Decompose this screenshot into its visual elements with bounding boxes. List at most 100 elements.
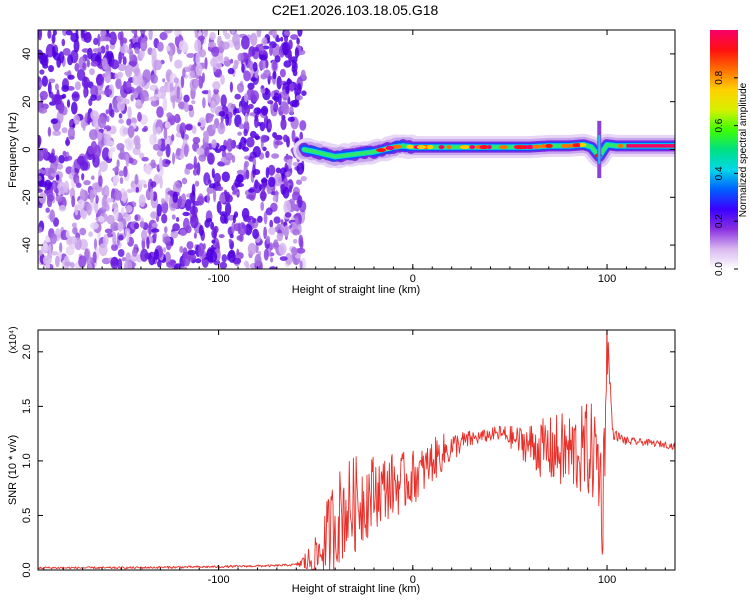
spectrogram-speckle <box>159 31 168 41</box>
spectrogram-speckle <box>86 59 91 68</box>
spectrogram-speckle <box>153 59 162 71</box>
spectrogram-speckle <box>118 170 125 177</box>
spectrogram-speckle <box>51 34 56 44</box>
spectrogram-speckle <box>154 89 158 95</box>
spectrogram-speckle <box>196 195 205 206</box>
spectrogram-speckle <box>289 104 294 116</box>
spectrogram-speckle <box>95 195 99 204</box>
spectrogram-speckle <box>189 192 193 205</box>
spectrogram-speckle <box>106 115 110 123</box>
spectrogram-speckle <box>91 175 95 180</box>
spectrogram-speckle <box>282 186 290 199</box>
spectrogram-speckle <box>164 226 168 234</box>
colorbar-tick-label: 0.6 <box>714 118 725 132</box>
spectrogram-speckle <box>118 234 124 241</box>
spectrogram-speckle <box>85 31 91 40</box>
spectrogram-speckle <box>259 46 264 51</box>
spectrogram-speckle <box>82 62 87 71</box>
spectrogram-speckle <box>83 87 88 99</box>
spectrogram-speckle <box>285 85 290 95</box>
spectrogram-speckle <box>135 99 141 106</box>
spectrogram-speckle <box>215 68 223 78</box>
spectrogram-speckle <box>55 194 63 203</box>
spectrogram-y-tick-label: 40 <box>21 48 33 60</box>
spectrogram-speckle <box>193 232 197 239</box>
colorbar-tick-label: 0.8 <box>714 70 725 84</box>
snr-y-tick-label: 2.0 <box>21 344 33 359</box>
spectrogram-speckle <box>237 52 245 62</box>
spectrogram-speckle <box>218 234 225 239</box>
spectrogram-speckle <box>98 243 108 257</box>
spectrogram-speckle <box>110 256 119 269</box>
spectrogram-speckle <box>48 65 54 73</box>
spectrogram-speckle <box>54 83 59 91</box>
spectrogram-speckle <box>52 45 56 59</box>
spectrogram-speckle <box>232 33 240 46</box>
spectrogram-speckle <box>241 35 250 50</box>
spectrogram-speckle <box>212 93 217 100</box>
spectrogram-speckle <box>88 262 93 269</box>
spectrogram-speckle <box>180 193 187 205</box>
spectrogram-speckle <box>106 233 114 238</box>
spectrogram-speckle <box>195 63 203 76</box>
spectrogram-speckle <box>221 41 230 50</box>
spectrogram-speckle <box>180 75 185 89</box>
spectrogram-speckle <box>90 60 99 67</box>
spectrogram-speckle <box>281 101 289 114</box>
spectrogram-speckle <box>101 57 108 71</box>
spectrogram-speckle <box>115 77 122 90</box>
spectrogram-speckle <box>207 89 212 103</box>
spectrogram-speckle <box>79 208 86 218</box>
spectrogram-speckle <box>273 239 279 250</box>
spectrogram-speckle <box>97 116 107 129</box>
spectrogram-speckle <box>116 95 123 103</box>
spectrogram-speckle <box>223 56 229 62</box>
spectrogram-speckle <box>254 116 259 128</box>
spectrogram-speckle <box>52 130 62 136</box>
spectrogram-speckle <box>84 153 88 163</box>
spectrogram-speckle <box>162 78 166 83</box>
spectrogram-speckle <box>280 36 284 42</box>
spectrogram-speckle <box>48 155 57 163</box>
spectrogram-speckle <box>247 51 252 58</box>
spectrogram-speckle <box>252 228 259 239</box>
snr-axes: -100 0 100 0.0 0.5 1.0 1.5 2.0 <box>21 330 675 586</box>
spectrogram-speckle <box>260 73 268 80</box>
spectrogram-speckle <box>169 80 174 93</box>
spectrogram-speckle <box>252 61 258 72</box>
spectrogram-speckle <box>127 125 135 138</box>
figure-title: C2E1.2026.103.18.05.G18 <box>272 2 439 18</box>
spectrogram-speckle <box>38 175 42 182</box>
spectrogram-speckle <box>76 182 82 188</box>
spectrogram-speckle <box>196 147 205 156</box>
spectrogram-speckle <box>79 227 87 236</box>
spectrogram-speckle <box>82 121 86 132</box>
spectrogram-speckle <box>220 213 227 224</box>
spectrogram-speckle <box>198 48 207 58</box>
spectrogram-speckle <box>185 163 194 170</box>
spectrogram-speckle <box>210 221 215 230</box>
spectrogram-speckle <box>268 122 272 130</box>
spectrogram-speckle <box>83 180 91 186</box>
spectrogram-speckle <box>57 181 66 195</box>
spectrogram-speckle <box>179 229 187 237</box>
spectrogram-speckle <box>111 243 118 251</box>
spectrogram-speckle <box>263 226 267 240</box>
spectrogram-speckle <box>47 30 52 39</box>
spectrogram-speckle <box>274 55 281 63</box>
spectrogram-speckle <box>112 174 120 185</box>
spectrogram-speckle <box>269 266 277 269</box>
spectrogram-speckle <box>150 211 158 219</box>
spectrogram-speckle <box>246 137 255 148</box>
spectrogram-speckle <box>230 58 234 64</box>
spectrogram-speckle <box>171 214 176 220</box>
spectrogram-speckle <box>170 202 178 209</box>
spectrogram-speckle <box>126 188 134 193</box>
spectrogram-speckle <box>185 124 193 131</box>
spectrogram-speckle <box>255 47 259 52</box>
spectrogram-speckle <box>244 93 249 103</box>
spectrogram-speckle <box>251 217 257 224</box>
spectrogram-speckle <box>228 238 232 244</box>
spectrogram-speckle <box>38 30 43 41</box>
